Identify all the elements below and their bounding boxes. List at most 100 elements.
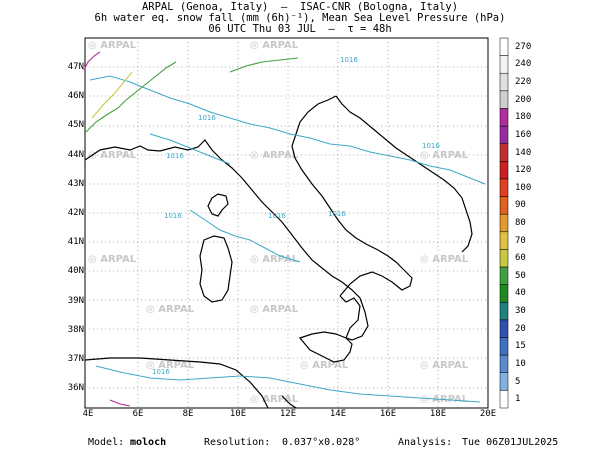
coastline-italy-adriatic <box>291 95 413 297</box>
watermark-text: ◎ ARPAL <box>146 304 195 315</box>
colorbar-level-label: 160 <box>515 129 532 140</box>
colorbar-swatch <box>499 161 509 180</box>
isobar-label: 1016 <box>422 142 440 150</box>
snow-contour-green-west <box>85 61 177 133</box>
watermark-text: ◎ ARPAL <box>420 150 469 161</box>
colorbar-level-label: 200 <box>515 94 532 105</box>
watermark-text: ◎ ARPAL <box>88 150 137 161</box>
colorbar-level-label: 50 <box>515 270 526 281</box>
y-tick-label: 36N <box>67 383 84 394</box>
watermark-text: ◎ ARPAL <box>250 150 299 161</box>
coastline-sicily <box>298 331 353 363</box>
x-tick-label: 4E <box>82 409 94 419</box>
colorbar-level-label: 40 <box>515 288 526 299</box>
isobar-label: 1016 <box>268 212 286 220</box>
isobar-label: 1016 <box>328 210 346 218</box>
colorbar-swatch <box>499 284 509 303</box>
snow-contour-yellow <box>91 71 133 119</box>
resolution-value: 0.037°x0.028° <box>282 437 361 448</box>
colorbar-swatch <box>499 72 509 92</box>
y-tick-label: 43N <box>67 178 84 189</box>
isobar-label: 1016 <box>198 114 216 122</box>
x-tick-label: 16E <box>379 409 397 419</box>
colorbar-swatch <box>499 178 509 197</box>
y-tick-label: 41N <box>67 237 84 248</box>
watermark-text: ◎ ARPAL <box>88 254 137 265</box>
isobar-label: 1016 <box>152 368 170 376</box>
colorbar-level-label: 10 <box>515 358 526 369</box>
isobar-label: 1016 <box>340 56 358 64</box>
isobar-label: 1016 <box>164 212 182 220</box>
y-tick-label: 39N <box>67 295 84 306</box>
y-tick-label: 45N <box>67 120 84 131</box>
watermark-text: ◎ ARPAL <box>250 304 299 315</box>
colorbar-swatch <box>499 372 509 391</box>
isobar-label: 1016 <box>166 152 184 160</box>
colorbar-swatch <box>499 319 509 338</box>
header-line-2: 6h water eq. snow fall (mm (6h)⁻¹), Mean… <box>94 12 506 24</box>
colorbar-level-label: 80 <box>515 218 526 228</box>
snow-contour-purple-north <box>83 51 101 71</box>
coastline-sardinia <box>199 235 233 303</box>
colorbar-swatch <box>499 390 509 409</box>
isobar-south <box>95 365 481 403</box>
watermark-text: ◎ ARPAL <box>250 40 299 51</box>
y-tick-label: 47N <box>67 62 84 72</box>
y-tick-label: 44N <box>67 149 84 160</box>
coastlines <box>84 95 473 409</box>
model-value: moloch <box>130 437 167 448</box>
coastline-balkans <box>335 95 473 253</box>
colorbar-swatch <box>499 196 509 215</box>
colorbar-swatch <box>499 249 509 268</box>
x-tick-label: 8E <box>182 409 194 419</box>
coastline-corsica <box>207 193 229 217</box>
watermark-text: ◎ ARPAL <box>300 360 349 371</box>
analysis-value: Tue 06Z01JUL2025 <box>462 437 559 448</box>
watermark-text: ◎ ARPAL <box>250 254 299 265</box>
x-tick-label: 6E <box>132 409 144 419</box>
colorbar-level-label: 120 <box>515 165 532 176</box>
colorbar-level-label: 60 <box>515 253 526 264</box>
watermark-text: ◎ ARPAL <box>146 360 195 371</box>
x-tick-label: 10E <box>229 409 247 419</box>
y-tick-label: 46N <box>67 91 84 102</box>
x-tick-label: 18E <box>429 409 447 419</box>
snowfall-contours <box>83 51 299 407</box>
colorbar-swatch <box>499 354 509 374</box>
colorbar-level-label: 270 <box>515 41 532 52</box>
isobar-north <box>89 75 486 185</box>
colorbar-level-label: 100 <box>515 182 532 193</box>
colorbar-level-label: 1 <box>515 394 521 405</box>
colorbar-swatch <box>499 337 509 356</box>
colorbar-swatch <box>499 266 509 285</box>
resolution-label: Resolution: <box>204 437 271 448</box>
colorbar-level-label: 20 <box>515 323 526 334</box>
colorbar-level-label: 70 <box>515 235 526 246</box>
watermark-text: ◎ ARPAL <box>420 360 469 371</box>
colorbar-swatch <box>499 108 509 127</box>
snow-contour-purple-south <box>109 399 131 407</box>
colorbar-swatch <box>499 231 509 250</box>
y-tick-label: 38N <box>67 324 84 335</box>
x-tick-label: 20E <box>479 409 497 419</box>
colorbar-level-label: 180 <box>515 112 532 123</box>
isobars <box>89 75 486 403</box>
colorbar-level-label: 15 <box>515 341 526 352</box>
header-line-1: ARPAL (Genoa, Italy) — ISAC-CNR (Bologna… <box>141 1 459 13</box>
colorbar-swatch <box>499 302 509 321</box>
colorbar-level-label: 220 <box>515 77 532 88</box>
colorbar-swatch <box>499 37 509 56</box>
colorbar-level-label: 90 <box>515 200 526 211</box>
colorbar-swatch <box>499 125 509 144</box>
watermarks: ◎ ARPAL ◎ ARPAL ◎ ARPAL ◎ ARPAL ◎ ARPAL ◎ ARP… <box>88 40 469 405</box>
colorbar <box>499 37 509 409</box>
watermark-text: ◎ ARPAL <box>88 40 137 51</box>
y-tick-label: 37N <box>67 354 84 364</box>
colorbar-level-label: 30 <box>515 306 526 317</box>
analysis-label: Analysis: <box>398 437 453 448</box>
watermark-text: ◎ ARPAL <box>420 254 469 265</box>
graticule <box>85 38 488 408</box>
coastline-tunisia <box>281 395 297 409</box>
isobar-central <box>189 209 301 263</box>
